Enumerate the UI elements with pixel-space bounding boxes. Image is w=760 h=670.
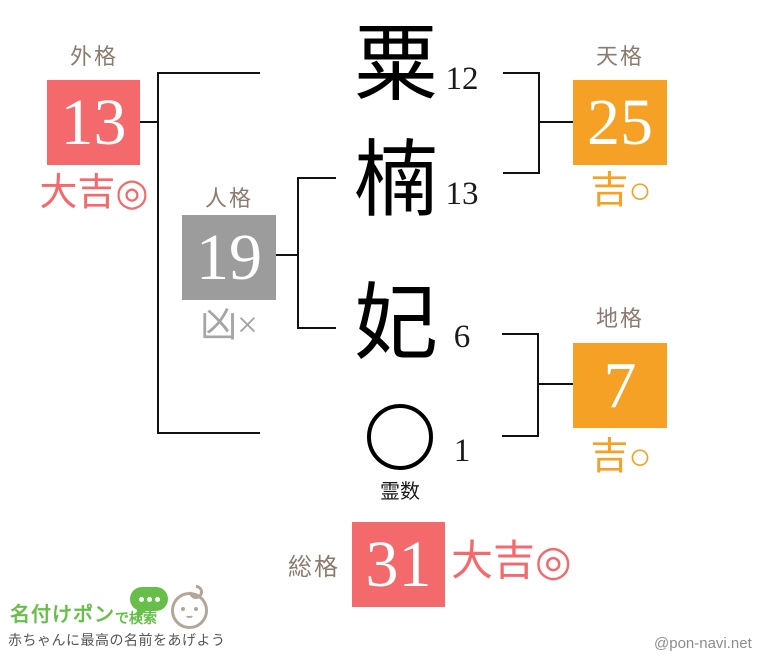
stroke-count-1: 12 bbox=[445, 61, 479, 97]
chikaku-label: 地格 bbox=[595, 306, 644, 331]
bracket-gaikaku bbox=[157, 72, 260, 434]
bubble-dots bbox=[130, 597, 168, 602]
connector-tenkaku bbox=[539, 121, 573, 123]
tagline: 赤ちゃんに最高の名前をあげよう bbox=[8, 632, 226, 648]
chikaku-value-box: 7 bbox=[573, 343, 667, 428]
connector-chikaku bbox=[538, 383, 573, 385]
name-char-1: 粟 bbox=[353, 19, 438, 112]
gaikaku-value-box: 13 bbox=[47, 80, 140, 165]
stroke-count-2: 13 bbox=[445, 176, 479, 212]
spirit-number-label: 霊数 bbox=[380, 481, 420, 503]
jinkaku-value-box: 19 bbox=[182, 215, 276, 300]
baby-icon bbox=[171, 582, 208, 629]
baby-eye-right bbox=[194, 607, 198, 611]
speech-bubble-icon bbox=[130, 587, 168, 619]
gaikaku-fortune: 大吉◎ bbox=[39, 172, 149, 214]
watermark: @pon-navi.net bbox=[654, 635, 752, 652]
baby-curl bbox=[186, 582, 206, 602]
bubble-tail bbox=[137, 608, 149, 619]
jinkaku-fortune: 凶× bbox=[200, 305, 258, 346]
tenkaku-fortune: 吉○ bbox=[590, 170, 652, 212]
name-char-3: 妃 bbox=[353, 278, 438, 371]
jinkaku-label: 人格 bbox=[204, 186, 253, 211]
brand-suffix: で検索 bbox=[115, 609, 157, 626]
connector-jinkaku bbox=[276, 254, 298, 256]
brand-name: 名付けポン bbox=[10, 604, 115, 626]
chikaku-fortune: 吉○ bbox=[590, 436, 652, 478]
gaikaku-value: 13 bbox=[60, 85, 127, 159]
soukaku-label: 総格 bbox=[288, 554, 340, 581]
gaikaku-label: 外格 bbox=[69, 44, 118, 69]
connector-gaikaku bbox=[140, 121, 158, 123]
bracket-chikaku bbox=[502, 333, 539, 437]
bracket-tenkaku bbox=[503, 72, 540, 174]
tenkaku-label: 天格 bbox=[595, 44, 644, 69]
chikaku-value: 7 bbox=[603, 348, 637, 422]
name-char-2: 楠 bbox=[353, 135, 438, 228]
spirit-number-circle bbox=[367, 404, 433, 470]
stroke-count-spirit: 1 bbox=[453, 433, 471, 469]
soukaku-fortune: 大吉◎ bbox=[451, 539, 572, 585]
jinkaku-value: 19 bbox=[196, 220, 262, 294]
baby-mouth bbox=[185, 612, 194, 618]
soukaku-value-box: 31 bbox=[352, 522, 445, 607]
soukaku-value: 31 bbox=[365, 527, 432, 601]
bracket-jinkaku bbox=[297, 177, 336, 329]
stroke-count-3: 6 bbox=[453, 319, 471, 355]
tenkaku-value-box: 25 bbox=[573, 80, 667, 165]
tenkaku-value: 25 bbox=[587, 85, 653, 159]
baby-eye-left bbox=[181, 607, 185, 611]
